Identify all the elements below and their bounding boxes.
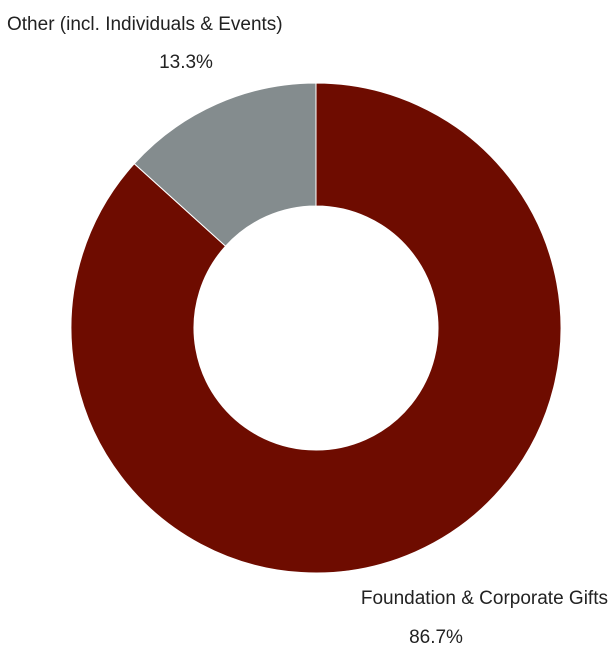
slice-other — [133, 82, 317, 247]
slice-foundation-corporate-gifts — [70, 82, 562, 574]
slice-label-other: Other (incl. Individuals & Events) — [7, 14, 283, 35]
slice-value-foundation: 86.7% — [409, 627, 463, 648]
slice-value-other: 13.3% — [159, 52, 213, 73]
donut-slices — [70, 82, 562, 574]
slice-label-foundation: Foundation & Corporate Gifts — [361, 588, 608, 609]
